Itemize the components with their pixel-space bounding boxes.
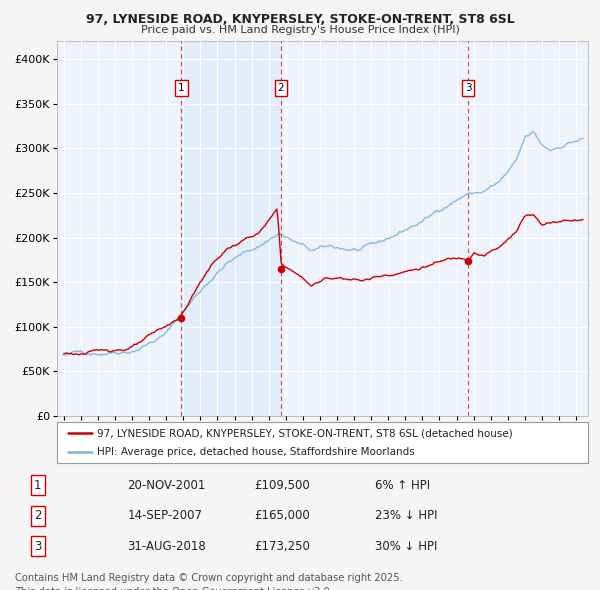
Text: £165,000: £165,000 [254,509,310,522]
Text: 30% ↓ HPI: 30% ↓ HPI [375,540,437,553]
Text: 97, LYNESIDE ROAD, KNYPERSLEY, STOKE-ON-TRENT, ST8 6SL (detached house): 97, LYNESIDE ROAD, KNYPERSLEY, STOKE-ON-… [97,428,512,438]
Text: Contains HM Land Registry data © Crown copyright and database right 2025.
This d: Contains HM Land Registry data © Crown c… [15,573,403,590]
Text: Price paid vs. HM Land Registry's House Price Index (HPI): Price paid vs. HM Land Registry's House … [140,25,460,35]
Text: 2: 2 [278,83,284,93]
Text: 1: 1 [178,83,185,93]
Bar [181,41,281,416]
Text: HPI: Average price, detached house, Staffordshire Moorlands: HPI: Average price, detached house, Staf… [97,447,415,457]
Text: 1: 1 [34,478,41,491]
Text: 3: 3 [464,83,471,93]
Text: 20-NOV-2001: 20-NOV-2001 [127,478,206,491]
Text: 6% ↑ HPI: 6% ↑ HPI [375,478,430,491]
Text: 3: 3 [34,540,41,553]
Text: £173,250: £173,250 [254,540,310,553]
Text: 2: 2 [34,509,41,522]
Text: £109,500: £109,500 [254,478,310,491]
Text: 23% ↓ HPI: 23% ↓ HPI [375,509,437,522]
Text: 31-AUG-2018: 31-AUG-2018 [127,540,206,553]
Text: 97, LYNESIDE ROAD, KNYPERSLEY, STOKE-ON-TRENT, ST8 6SL: 97, LYNESIDE ROAD, KNYPERSLEY, STOKE-ON-… [86,13,514,26]
Text: 14-SEP-2007: 14-SEP-2007 [127,509,202,522]
